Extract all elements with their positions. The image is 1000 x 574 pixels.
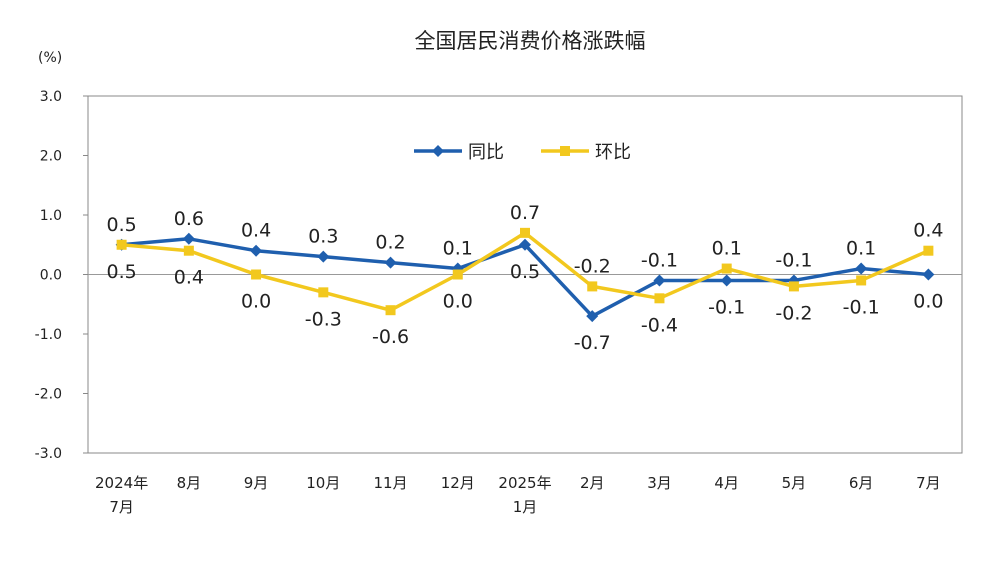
data-point	[653, 274, 666, 287]
series-yoy: 0.5 0.6 0.4 0.3 0.2 0.1 0.5 -0.7 -0.1 -0.1 -0.1 0.1…	[107, 208, 944, 354]
data-label: 0.1	[846, 238, 876, 260]
data-label: 0.4	[174, 267, 204, 289]
x-tick-label: 6月	[849, 474, 874, 492]
legend-label: 同比	[468, 142, 504, 163]
x-tick-label: 4月	[714, 474, 739, 492]
legend-marker	[432, 145, 444, 157]
x-tick-label: 8月	[177, 474, 202, 492]
y-tick-label: -2.0	[35, 387, 62, 403]
data-label: -0.4	[641, 314, 678, 336]
data-label: -0.3	[305, 308, 342, 330]
data-point	[586, 310, 599, 323]
data-point	[183, 245, 194, 256]
x-tick-label: 2月	[580, 474, 605, 492]
data-label: -0.1	[775, 249, 812, 271]
chart-title: 全国居民消费价格涨跌幅	[415, 29, 646, 53]
data-label: -0.7	[574, 332, 611, 354]
legend-label: 环比	[595, 142, 631, 163]
legend: 同比 环比	[414, 142, 631, 163]
x-tick-label: 10月	[306, 474, 340, 492]
data-point	[855, 262, 868, 275]
data-label: -0.1	[843, 296, 880, 318]
x-tick-label: 5月	[782, 474, 807, 492]
data-point	[182, 232, 195, 245]
data-label: -0.6	[372, 326, 409, 348]
data-label: -0.2	[574, 255, 611, 277]
data-point	[720, 274, 733, 287]
data-label: 0.6	[174, 208, 204, 230]
data-label: 0.5	[107, 214, 137, 236]
data-point	[587, 281, 598, 292]
data-point	[116, 239, 127, 250]
y-axis-unit-label: (%)	[38, 50, 62, 66]
y-tick-label: -3.0	[35, 446, 62, 462]
series-mom: 0.5 0.4 0.0 -0.3 -0.6 0.0 0.7 -0.2 -0.4 0.1 -0.2 -0…	[107, 202, 944, 348]
x-tick-label: 9月	[244, 474, 269, 492]
legend-marker	[560, 146, 570, 156]
x-tick-label: 11月	[373, 474, 407, 492]
y-tick-label: 0.0	[40, 268, 62, 284]
data-point	[317, 250, 330, 263]
x-tick-label: 1月	[513, 498, 538, 516]
x-tick-label: 2024年	[95, 474, 148, 492]
data-label: -0.1	[708, 296, 745, 318]
data-point	[452, 269, 463, 280]
data-label: 0.0	[913, 291, 943, 313]
y-tick-label: 1.0	[40, 208, 62, 224]
y-tick-label: 2.0	[40, 149, 62, 165]
data-point	[520, 227, 530, 238]
x-tick-label: 12月	[441, 474, 475, 492]
y-tick-label: 3.0	[40, 89, 62, 105]
data-point	[721, 263, 732, 274]
data-label: 0.4	[241, 220, 271, 242]
x-tick-label: 7月	[916, 474, 941, 492]
data-label: 0.7	[510, 202, 540, 224]
x-tick-label: 7月	[109, 498, 134, 516]
data-label: 0.2	[375, 232, 405, 254]
data-label: -0.2	[775, 302, 812, 324]
data-point	[856, 275, 867, 286]
data-point	[384, 256, 397, 269]
data-label: 0.3	[308, 226, 338, 248]
data-point	[519, 238, 531, 251]
x-tick-label: 3月	[647, 474, 672, 492]
data-label: -0.1	[641, 249, 678, 271]
data-label: 0.1	[443, 238, 473, 260]
data-point	[654, 293, 665, 304]
data-label: 0.0	[443, 291, 473, 313]
data-point	[250, 244, 263, 257]
data-point	[923, 245, 934, 256]
data-point	[788, 281, 799, 292]
data-point	[385, 305, 396, 316]
x-tick-label: 2025年	[498, 474, 551, 492]
data-label: 0.5	[510, 261, 540, 283]
data-label: 0.1	[712, 238, 742, 260]
y-tick-label: -1.0	[35, 327, 62, 343]
data-point	[318, 287, 329, 298]
data-label: 0.4	[913, 220, 943, 242]
data-label: 0.0	[241, 291, 271, 313]
data-point	[251, 269, 262, 280]
data-point	[922, 268, 935, 281]
data-label: 0.5	[107, 261, 137, 283]
